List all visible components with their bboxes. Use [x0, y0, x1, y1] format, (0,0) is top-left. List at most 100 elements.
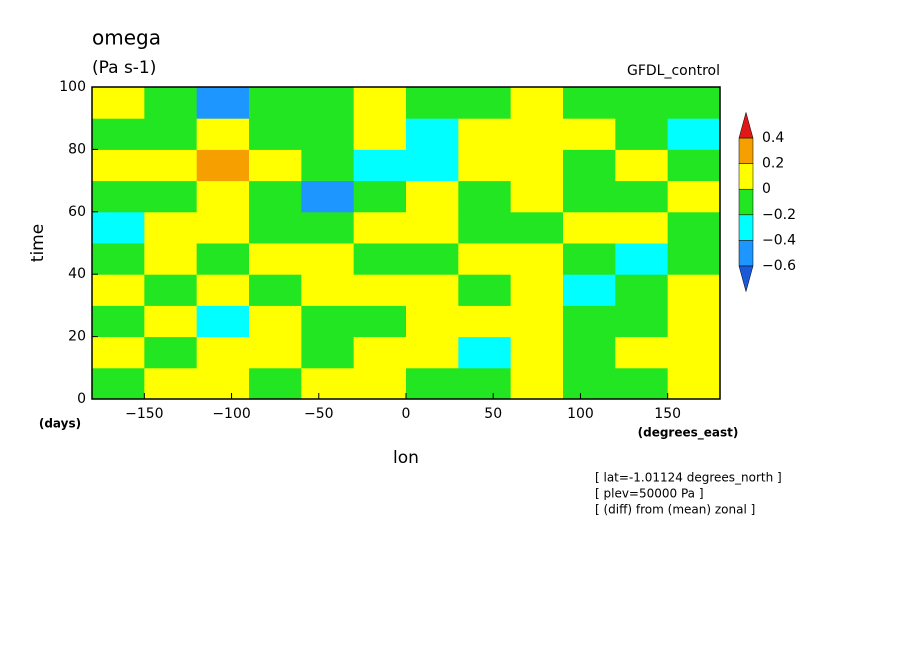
field-cell [196, 180, 250, 213]
field-cell [615, 336, 669, 369]
field-cell [406, 274, 459, 306]
field-cell [563, 367, 616, 400]
field-cell [615, 211, 669, 244]
field-cell [406, 87, 459, 119]
colorbar-label: 0.4 [762, 130, 784, 146]
colorbar-label: −0.6 [762, 258, 796, 274]
field-cell [249, 118, 302, 150]
field-cell [510, 118, 564, 150]
field-cell [458, 180, 512, 213]
field-cell [667, 243, 721, 275]
x-tick-label: 150 [654, 406, 681, 422]
field-cell [249, 367, 302, 400]
colorbar-band [738, 240, 754, 267]
field-cell [667, 211, 721, 244]
field-cell [406, 180, 459, 213]
colorbar-extend-low [738, 265, 754, 293]
field-cell [301, 243, 355, 275]
field-cell [301, 336, 355, 369]
field-cell [615, 274, 669, 306]
field-cell [353, 243, 407, 275]
field-cell [249, 274, 302, 306]
dataset-label: GFDL_control [627, 63, 720, 79]
field-cell [144, 243, 198, 275]
field-cell [563, 305, 616, 338]
field-cell [563, 274, 616, 306]
field-cell [667, 367, 721, 400]
field-cell [563, 118, 616, 150]
field-cell [144, 180, 198, 213]
x-axis-units: (degrees_east) [638, 426, 739, 441]
field-cell [144, 211, 198, 244]
field-cell [615, 149, 669, 182]
colorbar-label: −0.2 [762, 207, 796, 223]
chart-subtitle: (Pa s-1) [92, 58, 156, 78]
field-cell [196, 211, 250, 244]
field-cell [615, 305, 669, 338]
field-cell [301, 211, 355, 244]
field-cell [353, 336, 407, 369]
note: [ (diff) from (mean) zonal ] [595, 503, 755, 517]
colorbar-label: 0 [762, 181, 771, 197]
field-cell [249, 336, 302, 369]
field-cell [615, 118, 669, 150]
field-cell [353, 274, 407, 306]
field-cell [510, 336, 564, 369]
field-cell [510, 243, 564, 275]
field-cell [301, 274, 355, 306]
field-cell [458, 149, 512, 182]
x-tick-label: 100 [567, 406, 594, 422]
field-cell [667, 274, 721, 306]
field-cell [406, 118, 459, 150]
y-tick-label: 80 [68, 141, 86, 157]
field-cell [510, 180, 564, 213]
x-axis-label: lon [393, 448, 419, 468]
field-cell [353, 118, 407, 150]
y-tick-label: 40 [68, 266, 86, 282]
field-cell [196, 305, 250, 338]
field-cell [510, 305, 564, 338]
x-tick-label: 0 [402, 406, 411, 422]
note: [ lat=-1.01124 degrees_north ] [595, 471, 782, 485]
field-cell [406, 243, 459, 275]
colorbar-label: 0.2 [762, 156, 784, 172]
field-cell [667, 87, 721, 119]
field-cell [458, 305, 512, 338]
field-cell [144, 149, 198, 182]
field-cell [144, 87, 198, 119]
field-cell [353, 367, 407, 400]
field-cell [144, 305, 198, 338]
field-cell [196, 274, 250, 306]
colorbar-band [738, 214, 754, 241]
field-cell [353, 87, 407, 119]
field-cell [249, 305, 302, 338]
field-cell [196, 149, 250, 182]
field-cell [563, 336, 616, 369]
field-cell [144, 336, 198, 369]
field-cell [249, 243, 302, 275]
field-cell [406, 367, 459, 400]
field-cell [196, 336, 250, 369]
field-cell [458, 336, 512, 369]
field-cell [301, 149, 355, 182]
field-cell [406, 305, 459, 338]
field-cell [458, 367, 512, 400]
field-cell [458, 118, 512, 150]
field-cell [92, 180, 145, 213]
field-cell [563, 87, 616, 119]
field-cell [510, 211, 564, 244]
y-tick-label: 60 [68, 204, 86, 220]
colorbar-band [738, 137, 754, 164]
field-cell [92, 149, 145, 182]
field-cell [563, 180, 616, 213]
field-cell [301, 180, 355, 213]
field-cell [92, 243, 145, 275]
field-cell [615, 367, 669, 400]
field-cell [406, 211, 459, 244]
field-cell [563, 149, 616, 182]
field-cell [196, 118, 250, 150]
field-cell [353, 180, 407, 213]
field-cell [92, 118, 145, 150]
field-cell [667, 149, 721, 182]
